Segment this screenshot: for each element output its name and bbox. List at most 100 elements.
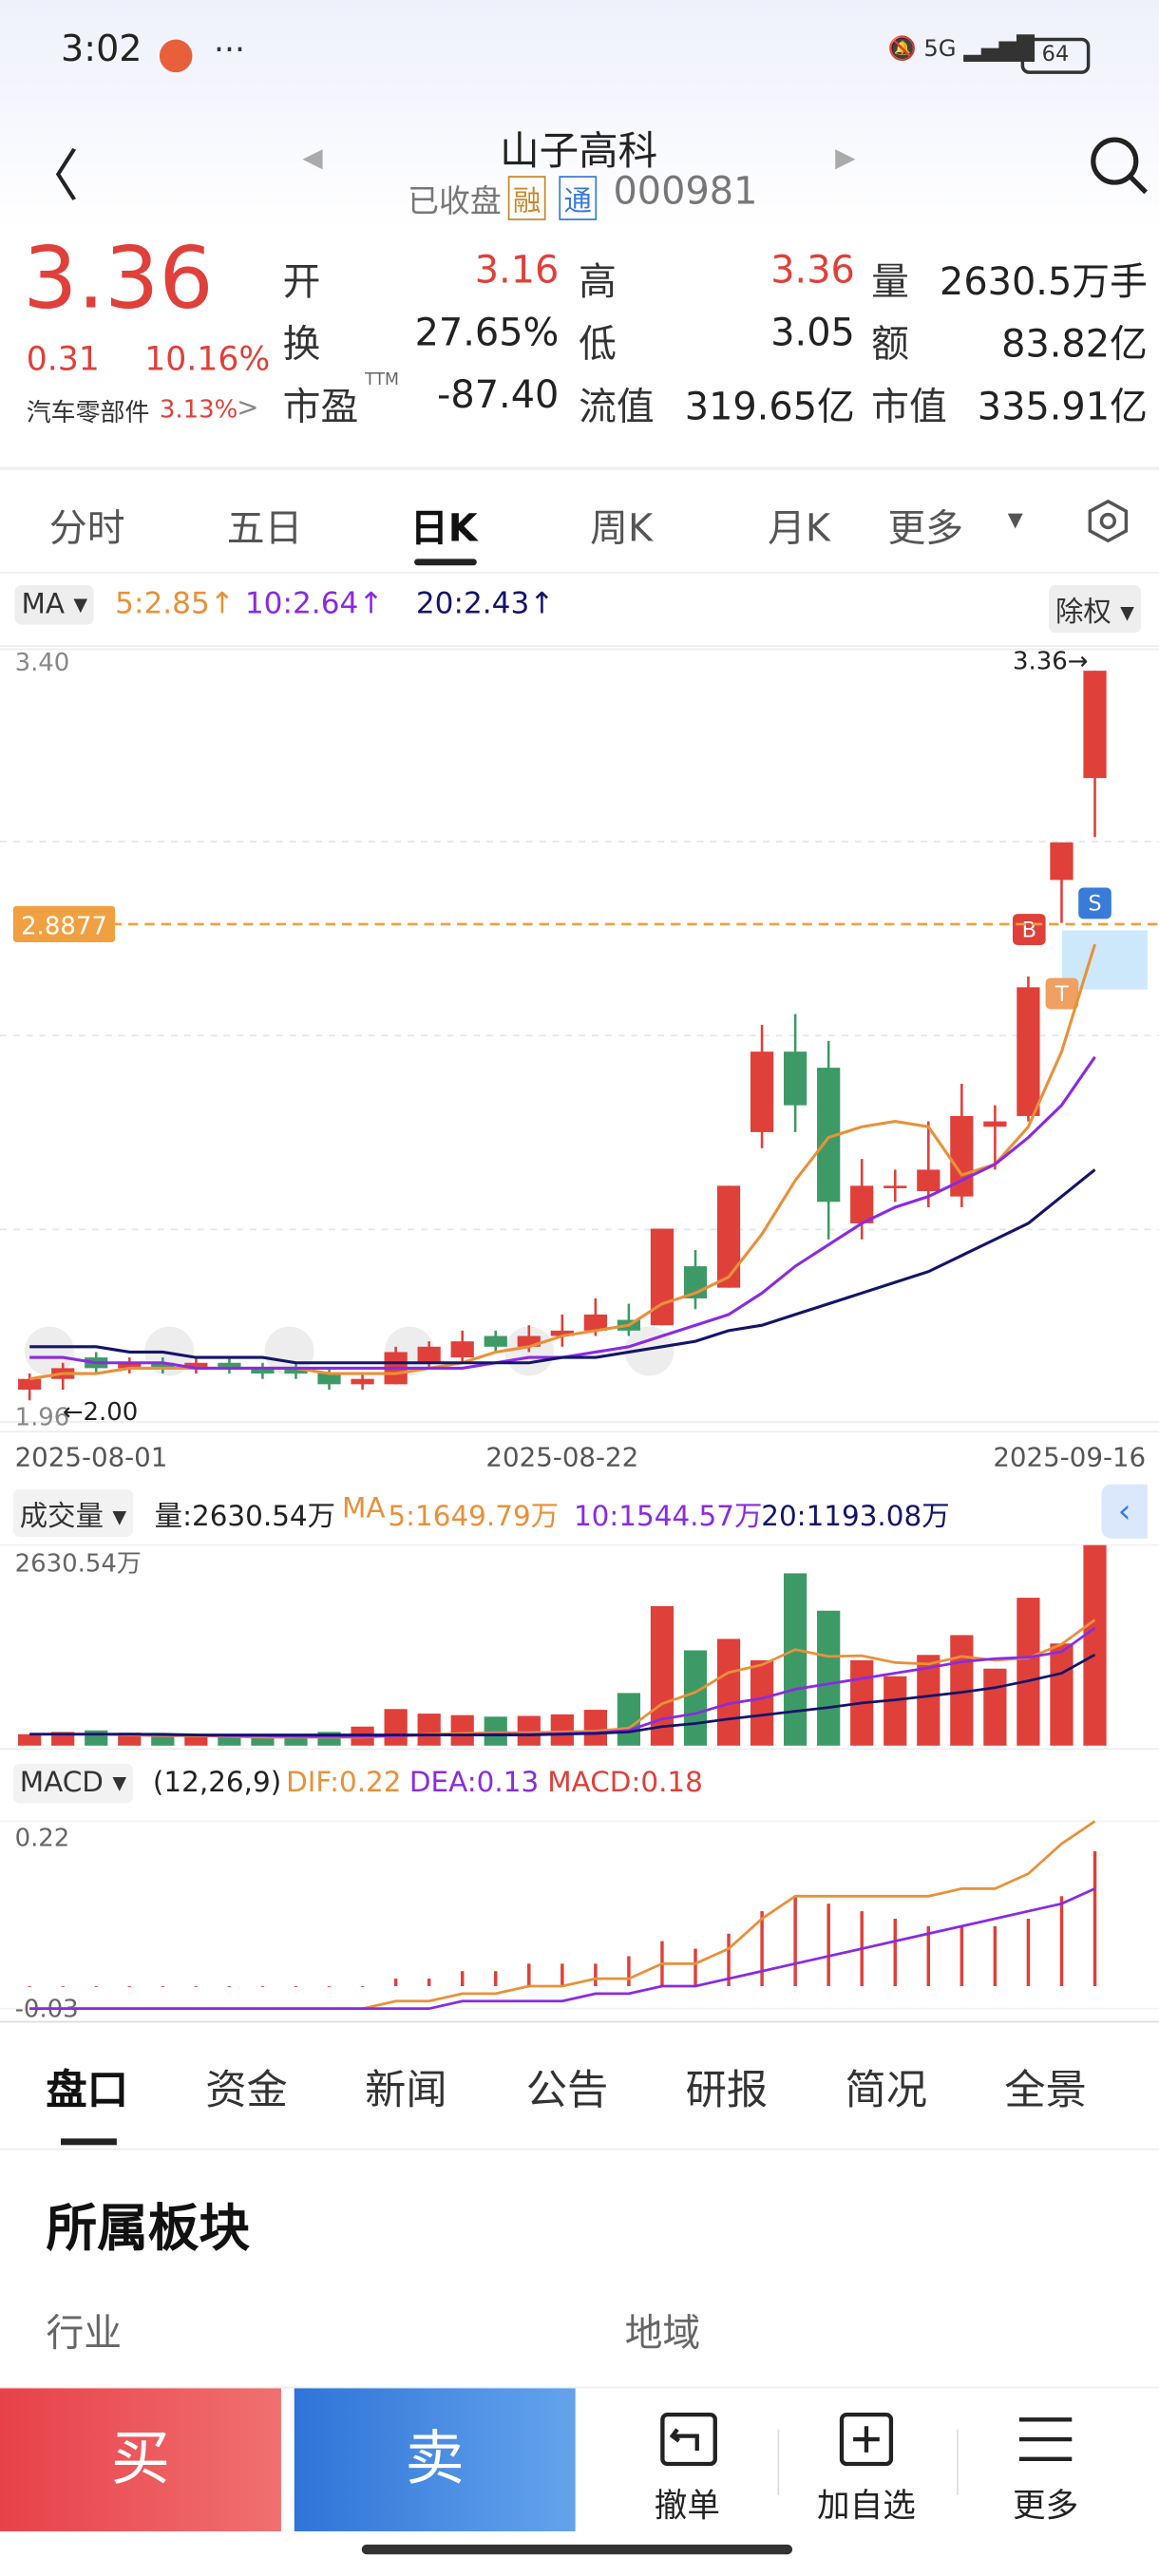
volume-bar — [384, 1709, 408, 1746]
stock-name: 山子高科 — [500, 127, 658, 175]
back-button[interactable]: 〈 — [23, 144, 80, 211]
watch-button[interactable]: 加自选 — [817, 2485, 916, 2526]
period-tab[interactable]: 周K — [590, 507, 654, 551]
prev-stock[interactable]: ◀ — [302, 141, 323, 173]
candle-body — [184, 1362, 208, 1369]
detail-tab[interactable]: 资金 — [205, 2066, 288, 2114]
volume-legend: 10:1544.57万 — [573, 1500, 763, 1534]
macd-bar — [393, 1979, 398, 1986]
candle-body — [317, 1373, 341, 1385]
field-label: 低 — [579, 323, 617, 367]
macd-bar — [260, 1985, 265, 1987]
period-tab[interactable]: 更多 — [887, 507, 964, 551]
line — [29, 1168, 1096, 1365]
detail-tab[interactable]: 研报 — [685, 2066, 769, 2114]
sell-button[interactable]: 卖 — [294, 2388, 576, 2531]
y-tick-label: 3.40 — [15, 649, 70, 677]
section-label: 行业 — [46, 2312, 123, 2356]
macd-bar — [993, 1925, 998, 1986]
divider — [0, 572, 1159, 574]
volume-bar — [1083, 1544, 1107, 1746]
section-label: 地域 — [624, 2312, 701, 2356]
x-tick-label: 2025-08-22 — [485, 1442, 638, 1473]
x-tick-label: 2025-09-16 — [993, 1442, 1146, 1473]
cancel-button[interactable]: 撤单 — [654, 2485, 720, 2526]
line — [29, 1653, 1096, 1736]
detail-tab[interactable]: 公告 — [525, 2066, 609, 2114]
candle-body — [716, 1185, 741, 1288]
more-button[interactable]: 更多 — [1012, 2485, 1079, 2526]
detail-tab[interactable]: 新闻 — [365, 2066, 447, 2114]
status-dots: ··· — [213, 29, 245, 69]
sector-pct[interactable]: 3.13% — [159, 394, 238, 425]
volume-bar — [1016, 1598, 1040, 1746]
line — [28, 943, 1097, 1381]
volume-bar — [583, 1710, 607, 1746]
macd-selector[interactable]: MACD ▾ — [12, 1763, 134, 1804]
detail-tab[interactable]: 简况 — [845, 2066, 928, 2114]
period-tab[interactable]: 月K — [768, 507, 830, 551]
y-tick-label: 1.96 — [15, 1403, 70, 1431]
macd-bar — [327, 1985, 332, 1987]
volume-bar — [750, 1659, 774, 1746]
period-tab[interactable]: 五日 — [226, 507, 303, 551]
sector-name[interactable]: 汽车零部件 — [26, 397, 150, 427]
buy-button[interactable]: 买 — [0, 2388, 281, 2531]
macd-bar — [360, 1985, 365, 1987]
detail-tab-active[interactable]: 盘口 — [46, 2066, 128, 2114]
price-tag-text: 2.8877 — [21, 912, 107, 940]
candle-body — [450, 1341, 474, 1358]
macd-bar — [194, 1985, 199, 1987]
volume-legend: 5:1649.79万 — [388, 1500, 560, 1534]
next-stock[interactable]: ▶ — [835, 141, 856, 173]
field-label: 额 — [871, 323, 909, 367]
field-label: 高 — [579, 261, 617, 305]
buy-marker — [1012, 914, 1046, 946]
candle-body — [284, 1368, 308, 1374]
battery: 64 — [1020, 37, 1091, 74]
tab-underline — [61, 2138, 117, 2146]
volume-bar — [517, 1715, 541, 1746]
ma-selector[interactable]: MA ▾ — [14, 585, 95, 625]
candle-body — [18, 1378, 42, 1390]
more-icon — [1018, 2417, 1073, 2461]
volume-bar — [218, 1735, 241, 1746]
margin-badge: 融 — [507, 176, 546, 220]
macd-bar — [826, 1904, 830, 1986]
macd-bar — [227, 1985, 232, 1987]
candle-body — [884, 1185, 907, 1188]
tab-underline — [414, 559, 477, 566]
macd-bar — [527, 1963, 531, 1986]
period-tab-active[interactable]: 日K — [409, 507, 478, 551]
volume-bar — [484, 1716, 507, 1746]
macd-bar — [560, 1963, 564, 1986]
search-icon[interactable] — [1085, 131, 1150, 197]
candle-body — [784, 1051, 808, 1106]
watch-icon — [839, 2412, 894, 2467]
home-indicator — [361, 2544, 793, 2555]
price-tag — [12, 905, 116, 942]
macd-bar — [594, 1963, 598, 1986]
candle-body — [251, 1368, 275, 1374]
macd-label: MACD — [19, 1767, 104, 1800]
candle-body — [351, 1378, 374, 1385]
adjust-selector[interactable]: 除权 ▾ — [1049, 585, 1141, 634]
settings-icon[interactable] — [1085, 498, 1130, 543]
period-tab[interactable]: 分时 — [48, 507, 125, 551]
buy-marker-text: B — [1022, 918, 1036, 942]
field-value: 2630.5万手 — [940, 261, 1148, 305]
volume-bar — [450, 1714, 474, 1746]
price-pct: 10.16% — [144, 338, 271, 379]
divider — [0, 2148, 1159, 2150]
volume-selector[interactable]: 成交量 ▾ — [12, 1488, 134, 1538]
side-panel-toggle[interactable]: ‹ — [1101, 1484, 1148, 1539]
detail-tab[interactable]: 全景 — [1004, 2066, 1087, 2114]
sell-marker — [1078, 887, 1112, 919]
macd-bar — [1026, 1918, 1031, 1986]
volume-bar — [617, 1693, 641, 1746]
macd-bar — [926, 1925, 931, 1986]
macd-bar — [494, 1971, 498, 1986]
field-value: 3.16 — [474, 250, 560, 294]
sell-marker-text: S — [1088, 892, 1101, 917]
volume-bar — [417, 1714, 441, 1746]
